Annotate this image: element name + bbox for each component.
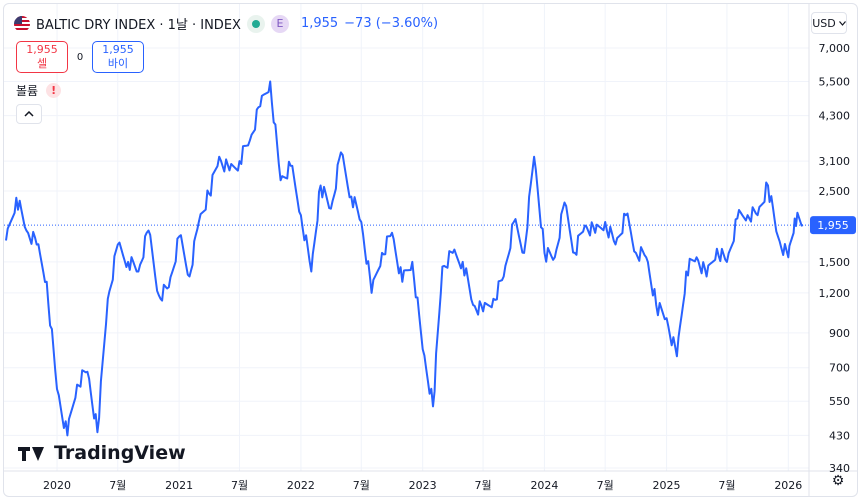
x-tick-label: 2026 [774, 479, 802, 492]
price-change: −73 (−3.60%) [344, 16, 439, 31]
time-axis[interactable]: 2020 7월 2021 7월 2022 7월 2023 7월 2024 7월 2025 7월 2026 [43, 479, 802, 492]
currency-select[interactable]: USD [811, 12, 847, 34]
buy-label: 바이 [107, 57, 129, 70]
chevron-down-icon [838, 20, 846, 26]
x-tick-label: 2020 [43, 479, 71, 492]
y-tick-label: 1,200 [819, 287, 851, 300]
y-tick-label: 2,500 [819, 185, 851, 198]
sell-button[interactable]: 1,955 셀 [16, 41, 68, 73]
y-tick-label: 7,000 [819, 42, 851, 55]
x-tick-label: 2025 [653, 479, 681, 492]
currency-label: USD [812, 16, 836, 30]
y-tick-label: 340 [829, 462, 850, 475]
x-tick-label: 2021 [165, 479, 193, 492]
x-tick-label: 7월 [231, 479, 248, 492]
y-tick-label: 1,500 [819, 256, 851, 269]
buy-button[interactable]: 1,955 바이 [92, 41, 144, 73]
y-tick-label: 5,500 [819, 75, 851, 88]
y-tick-label: 550 [829, 395, 850, 408]
y-tick-label: 4,300 [819, 110, 851, 123]
last-price: 1,955 [300, 16, 339, 31]
sell-label: 셀 [36, 57, 48, 70]
y-tick-label: 900 [829, 327, 850, 340]
x-tick-label: 7월 [718, 479, 735, 492]
volume-legend[interactable]: 볼륨 ! [16, 82, 62, 99]
x-tick-label: 2022 [287, 479, 315, 492]
chart-frame: 7,000 5,500 4,300 3,100 2,500 1,500 1,200 900 70… [3, 3, 858, 497]
chevron-up-icon[interactable] [16, 104, 42, 124]
logo-text: TradingView [54, 442, 186, 464]
market-open-icon[interactable] [246, 14, 265, 33]
x-tick-label: 7월 [597, 479, 614, 492]
price-chart[interactable]: 7,000 5,500 4,300 3,100 2,500 1,500 1,200 900 70… [4, 4, 858, 497]
trade-buttons: 1,955 셀 0 1,955 바이 [16, 41, 144, 73]
x-tick-label: 2023 [409, 479, 437, 492]
volume-label: 볼륨 [16, 84, 39, 98]
price-line-series[interactable] [5, 80, 804, 437]
warning-icon[interactable]: ! [46, 83, 62, 98]
x-tick-label: 7월 [109, 479, 126, 492]
x-tick-label: 7월 [475, 479, 492, 492]
x-tick-label: 2024 [530, 479, 558, 492]
spread-value: 0 [76, 51, 84, 63]
buy-price: 1,955 [102, 43, 134, 56]
grid [4, 4, 809, 471]
y-tick-label: 700 [829, 362, 850, 375]
price-axis[interactable]: 7,000 5,500 4,300 3,100 2,500 1,500 1,200 900 70… [819, 42, 851, 475]
y-tick-label: 430 [829, 429, 850, 442]
tradingview-logo-icon [18, 443, 48, 463]
sell-price: 1,955 [26, 43, 58, 56]
tradingview-logo: TradingView [18, 442, 186, 464]
last-price-tag: 1,955 [810, 216, 856, 235]
exchange-badge[interactable]: E [270, 14, 289, 33]
us-flag-icon [14, 15, 30, 32]
x-tick-label: 7월 [353, 479, 370, 492]
y-tick-label: 3,100 [819, 155, 851, 168]
symbol-title[interactable]: BALTIC DRY INDEX · 1날 · INDEX [36, 18, 241, 33]
symbol-header[interactable]: BALTIC DRY INDEX · 1날 · INDEX E 1,955 −7… [14, 14, 438, 33]
gear-icon[interactable]: ⚙ [831, 473, 845, 489]
last-price-label: 1,955 [817, 219, 849, 232]
